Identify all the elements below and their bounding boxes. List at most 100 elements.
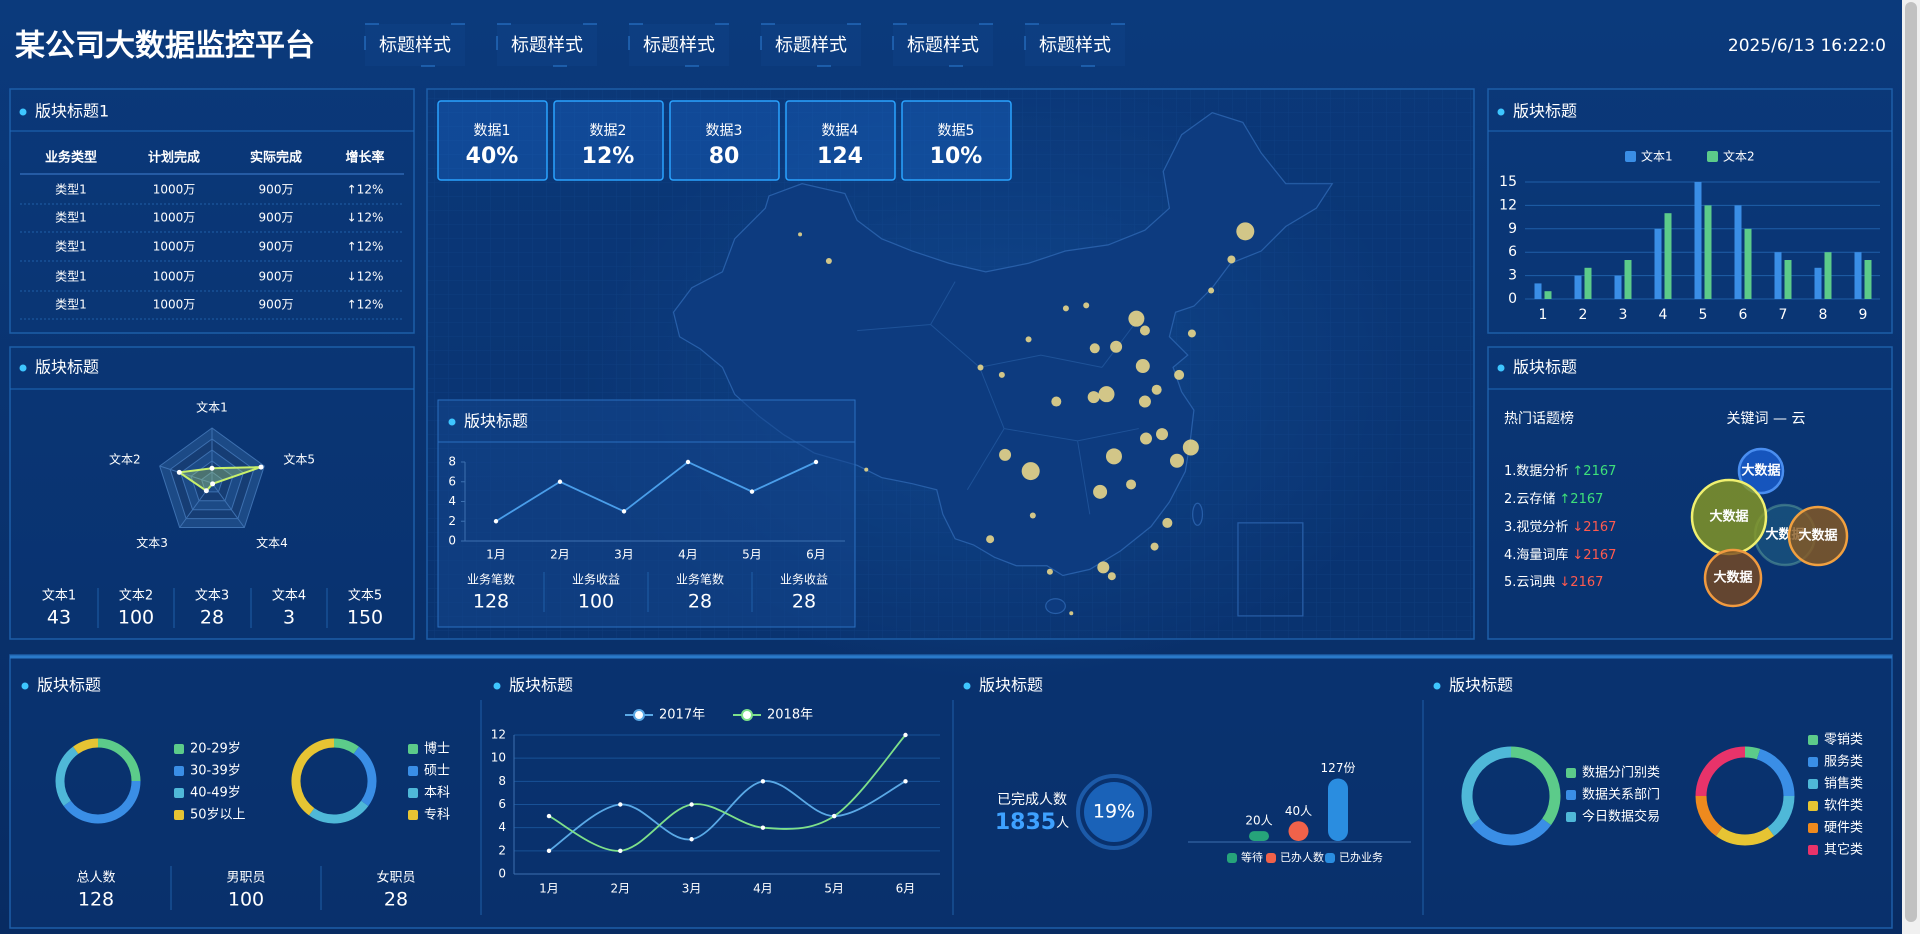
map-point — [1089, 343, 1100, 354]
map-point — [1169, 453, 1184, 468]
bar — [1544, 291, 1552, 299]
legend-swatch — [1808, 845, 1818, 855]
table-cell: 类型1 — [55, 211, 87, 225]
map-point — [798, 232, 803, 237]
line-point — [760, 825, 766, 830]
map-point — [1062, 305, 1069, 312]
topic-change: ↓2167 — [1559, 575, 1603, 590]
line-point — [546, 813, 552, 819]
x-tick-label: 2月 — [550, 548, 570, 562]
cloud-word: 大数据 — [1713, 570, 1752, 586]
stat-value: 28 — [792, 591, 816, 613]
map-point — [998, 371, 1005, 378]
y-tick-label: 2 — [448, 514, 456, 528]
x-tick-label: 8 — [1819, 307, 1828, 323]
radar-area — [176, 466, 262, 493]
stat-value: 100 — [118, 607, 154, 629]
table-cell: 1000万 — [153, 298, 196, 312]
legend-label: 已办人数 — [1280, 851, 1324, 864]
done-unit: 人 — [1056, 816, 1069, 831]
line — [495, 460, 817, 523]
legend-label: 40-49岁 — [190, 786, 241, 801]
datetime: 2025/6/13 16:22:0 — [1728, 36, 1886, 56]
legend-label: 数据关系部门 — [1582, 788, 1660, 803]
bar-value-label: 40人 — [1285, 804, 1312, 818]
table-cell: 900万 — [259, 183, 294, 197]
map-point — [825, 257, 832, 264]
donut-segment — [63, 780, 141, 824]
scrollbar-thumb[interactable] — [1905, 2, 1917, 922]
x-tick-label: 3月 — [682, 882, 702, 896]
map-point — [1097, 561, 1110, 574]
y-tick-label: 12 — [1499, 197, 1517, 213]
x-tick-label: 2月 — [610, 882, 630, 896]
legend-label: 今日数据交易 — [1582, 809, 1660, 825]
line-point — [689, 837, 694, 842]
x-tick-label: 5月 — [742, 548, 762, 562]
legend-label: 数据分门别类 — [1582, 766, 1660, 781]
donut-segment — [353, 746, 377, 806]
hainan — [1045, 598, 1066, 615]
x-tick-label: 4月 — [753, 882, 773, 896]
x-tick-label: 4 — [1659, 307, 1668, 323]
stat-label: 男职员 — [226, 871, 265, 886]
table-cell: ↑12% — [347, 183, 384, 197]
cloud-title: 关键词 — 云 — [1727, 411, 1806, 427]
nav-tab[interactable] — [1024, 23, 1126, 67]
nav-tab[interactable] — [496, 23, 598, 67]
stat-label: 业务笔数 — [676, 572, 724, 587]
topic-change: ↓2167 — [1572, 520, 1616, 535]
bar — [1614, 275, 1622, 299]
app-title: 某公司大数据监控平台 — [15, 29, 315, 64]
bar — [1249, 831, 1269, 841]
nav-tab[interactable] — [892, 23, 994, 67]
legend-swatch — [1566, 790, 1576, 800]
bar — [1864, 260, 1872, 299]
y-tick-label: 6 — [448, 474, 456, 488]
nav-tab[interactable] — [760, 23, 862, 67]
x-tick-label: 6月 — [896, 882, 916, 896]
donut-segment — [55, 746, 79, 806]
line-point — [493, 519, 499, 524]
x-tick-label: 2 — [1579, 307, 1588, 323]
topic-change: ↑2167 — [1572, 464, 1616, 479]
x-tick-label: 7 — [1779, 307, 1788, 323]
title-dot — [448, 418, 456, 426]
legend-swatch — [1808, 823, 1818, 833]
radar-point — [176, 469, 182, 475]
nav-tab[interactable] — [628, 23, 730, 67]
kpi-box — [553, 100, 664, 181]
y-tick-label: 2 — [498, 843, 506, 857]
map-point — [1083, 302, 1090, 309]
gauge-core — [1084, 782, 1144, 842]
stat-value: 3 — [283, 607, 295, 629]
map-point — [1162, 517, 1173, 528]
bar — [1534, 283, 1542, 299]
map-point — [1156, 428, 1169, 441]
table-header: 业务类型 — [45, 150, 97, 166]
sea-inset — [1237, 522, 1304, 617]
donut-segment — [1715, 827, 1775, 846]
x-tick-label: 5月 — [824, 882, 844, 896]
legend-swatch — [1625, 151, 1636, 162]
stat-label: 文本2 — [119, 589, 153, 604]
bar — [1288, 821, 1309, 841]
title-dot — [19, 108, 27, 116]
legend-swatch — [1566, 812, 1576, 822]
radar-label: 文本1 — [196, 400, 228, 415]
donut-segment — [1510, 746, 1561, 826]
x-tick-label: 6 — [1739, 307, 1748, 323]
stat-label: 文本4 — [272, 589, 306, 604]
bar — [1774, 252, 1782, 299]
legend-label: 20-29岁 — [190, 742, 241, 757]
nav-tab[interactable] — [364, 23, 466, 67]
y-tick-label: 8 — [448, 455, 456, 469]
donut-segment — [1695, 746, 1746, 797]
map-point — [1139, 325, 1150, 336]
y-tick-label: 0 — [498, 867, 506, 881]
map-point — [1087, 391, 1100, 404]
donut-segment — [1695, 795, 1723, 837]
stat-value: 128 — [473, 591, 509, 613]
table-cell: 1000万 — [153, 211, 196, 225]
